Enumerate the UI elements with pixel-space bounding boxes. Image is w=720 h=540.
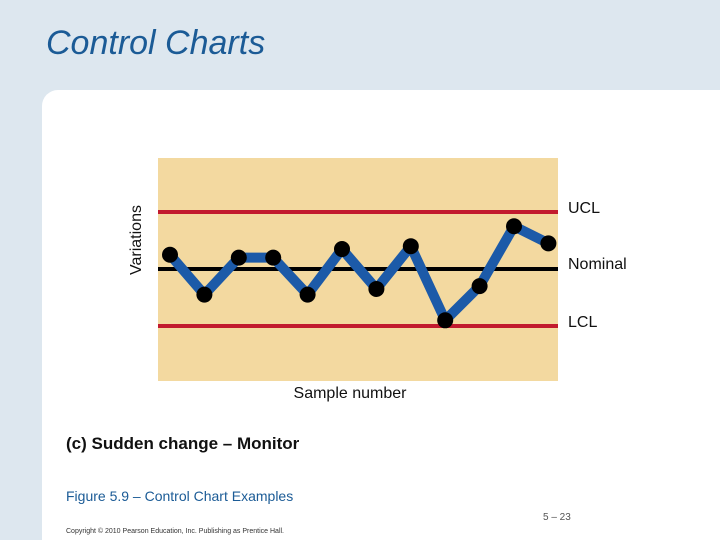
data-point — [162, 246, 178, 263]
nominal-label: Nominal — [568, 256, 627, 273]
data-point — [299, 286, 316, 303]
slide-title: Control Charts — [46, 24, 266, 62]
lcl-label: LCL — [568, 314, 598, 331]
figure-caption: Figure 5.9 – Control Chart Examples — [66, 488, 294, 504]
chart-caption: (c) Sudden change – Monitor — [66, 434, 300, 453]
data-point — [265, 249, 282, 266]
copyright-notice: Copyright © 2010 Pearson Education, Inc.… — [66, 528, 285, 535]
data-point — [471, 278, 488, 295]
data-point — [334, 241, 350, 258]
data-point — [506, 218, 522, 235]
points-group — [162, 218, 557, 329]
x-axis-label: Sample number — [293, 385, 407, 402]
data-point — [196, 286, 213, 303]
data-point — [368, 280, 385, 297]
data-point — [230, 249, 247, 266]
data-point — [437, 312, 454, 329]
page-number: 5 – 23 — [543, 512, 571, 523]
series-line — [166, 221, 551, 326]
ucl-label: UCL — [568, 200, 601, 217]
y-axis-label: Variations — [128, 205, 145, 275]
data-point — [540, 235, 557, 252]
data-point — [402, 238, 419, 255]
